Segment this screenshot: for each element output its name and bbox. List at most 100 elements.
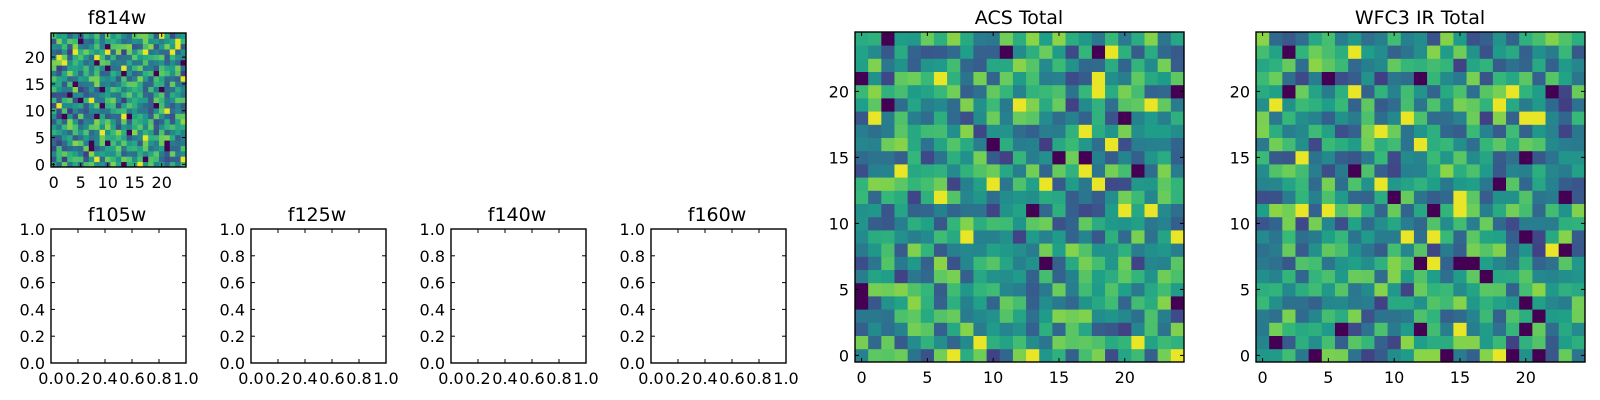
heatmap-cell [881,335,895,350]
heatmap-cell [1091,98,1106,112]
heatmap-cell [1545,111,1560,125]
heatmap-cell [1348,124,1362,138]
heatmap-cell [1506,137,1520,152]
heatmap-cell [1052,32,1066,46]
heatmap-cell [1361,164,1375,178]
heatmap-cell [67,97,73,104]
heatmap-cell [56,86,63,93]
heatmap-cell [1479,190,1494,204]
heatmap-cell [1492,71,1507,86]
heatmap-cell [1361,335,1375,350]
heatmap-cell [999,203,1014,218]
x-tick-label: 0.6 [719,369,744,388]
heatmap-cell [1308,203,1323,218]
heatmap-cell [1144,150,1159,165]
heatmap-cell [1321,111,1336,125]
heatmap-cell [920,243,935,257]
heatmap-cell [1545,177,1560,191]
heatmap-cell [1545,58,1560,72]
heatmap-cell [1413,150,1428,165]
heatmap-cell [1479,282,1494,297]
heatmap-cell [1545,230,1560,244]
heatmap-cell [986,124,1001,138]
heatmap-cell [121,134,127,141]
heatmap-cell [1308,32,1323,46]
heatmap-cell [1466,32,1481,46]
heatmap-cell [1039,84,1053,99]
heatmap-cell [126,43,133,50]
heatmap-cell [61,124,68,130]
heatmap-cell [180,124,187,130]
heatmap-cell [56,75,63,82]
heatmap-cell [1453,216,1467,231]
heatmap-cell [1144,177,1159,191]
heatmap-cell [894,243,909,257]
heatmap-cell [1078,322,1093,336]
heatmap-cell [169,59,176,66]
heatmap-cell [1492,150,1507,165]
heatmap-cell [1170,150,1185,165]
heatmap-cell [855,111,869,125]
heatmap-cell [1295,348,1310,363]
heatmap-cell [947,256,961,270]
heatmap-cell [1026,309,1040,323]
heatmap-cell [1453,230,1467,244]
heatmap-cell [1170,348,1185,363]
heatmap-cell [881,32,895,46]
heatmap-cell [1065,137,1080,152]
heatmap-cell [1466,322,1481,336]
heatmap-cell [868,32,882,46]
heatmap-cell [947,269,961,284]
heatmap-cell [1334,230,1349,244]
heatmap-cell [94,140,100,146]
heatmap-cell [142,134,149,141]
heatmap-cell [1440,137,1454,152]
heatmap-cell [83,102,90,109]
heatmap-cell [1065,190,1080,204]
heatmap-cell [94,70,100,77]
heatmap-cell [999,150,1014,165]
heatmap-cell [67,86,73,93]
heatmap-cell [1282,177,1296,191]
heatmap-cell [1400,282,1415,297]
heatmap-cell [1321,203,1336,218]
heatmap-cell [1170,190,1185,204]
x-tick-label: 0.8 [346,369,371,388]
heatmap-cell [1052,269,1066,284]
x-tick-label: 0.4 [492,369,517,388]
heatmap-cell [142,140,149,146]
heatmap-cell [1256,309,1270,323]
heatmap-cell [881,296,895,310]
heatmap-cell [1012,45,1027,59]
heatmap-cell [907,71,922,86]
heatmap-cell [1012,190,1027,204]
heatmap-cell [105,97,111,104]
heatmap-cell [1492,269,1507,284]
heatmap-cell [1308,243,1323,257]
heatmap-cell [999,98,1014,112]
panel-title-f140w: f140w [488,204,547,226]
heatmap-cell [148,54,154,61]
heatmap-cell [78,124,84,130]
heatmap-cell [164,118,171,125]
heatmap-cell [1400,216,1415,231]
heatmap-cell [137,108,144,114]
heatmap-cell [1506,230,1520,244]
heatmap-cell [115,49,122,55]
heatmap-cell [1532,203,1546,218]
panel-title-f125w: f125w [288,204,347,226]
heatmap-cell [1170,71,1185,86]
heatmap-cell [61,161,68,168]
heatmap-cell [1065,98,1080,112]
heatmap-cell [868,322,882,336]
heatmap-cell [999,309,1014,323]
heatmap-cell [180,38,187,45]
heatmap-cell [1052,256,1066,270]
heatmap-cell [881,282,895,297]
heatmap-cell [67,134,73,141]
heatmap-cell [855,256,869,270]
heatmap-cell [973,243,987,257]
heatmap-cell [67,156,73,163]
heatmap-cell [894,124,909,138]
